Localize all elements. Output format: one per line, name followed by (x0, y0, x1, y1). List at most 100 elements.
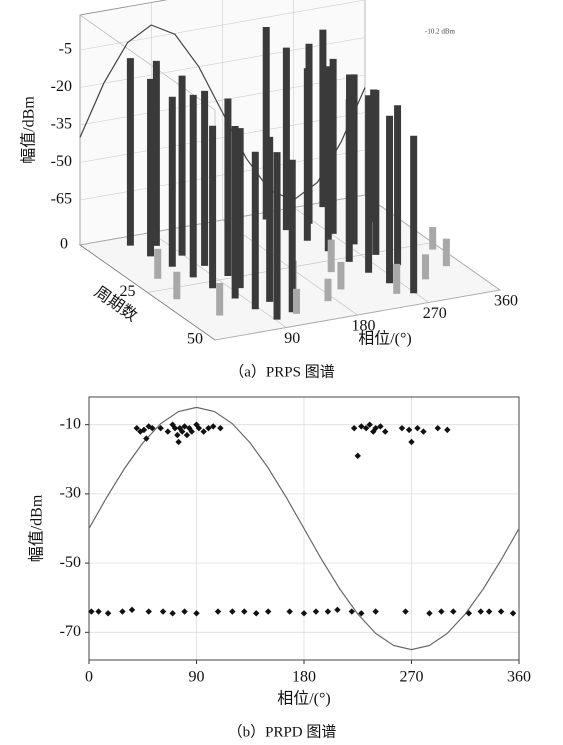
grid-line (214, 289, 501, 341)
y-tick-label: -50 (60, 554, 81, 571)
point (145, 608, 152, 615)
point (214, 608, 222, 615)
point (175, 438, 182, 446)
z-axis-label: 幅值/dBm (20, 96, 38, 164)
point (119, 608, 126, 615)
point (438, 608, 445, 615)
caption: （b）PRPD 图谱 (228, 723, 337, 740)
x-tick-label: 270 (423, 305, 447, 322)
point (193, 610, 200, 617)
point (164, 428, 172, 435)
point (372, 608, 379, 615)
point (171, 424, 179, 432)
point (104, 610, 112, 617)
x-tick-label: 90 (189, 669, 205, 686)
point (497, 608, 505, 615)
point (444, 426, 451, 434)
sine-curve (88, 406, 520, 651)
y-tick-label: -70 (60, 623, 81, 640)
point (95, 608, 102, 615)
point (358, 610, 365, 617)
point (372, 424, 379, 432)
point (193, 421, 200, 428)
point (210, 423, 217, 430)
z-tick-label: -50 (51, 153, 72, 170)
annotation: -10.2 dBm (425, 28, 456, 36)
point (324, 608, 332, 615)
prpd-chart: -10 -30 -50 -70 0 90 180 270 360 相位/(°) 幅值/dBm (28, 396, 531, 708)
caption: （a）PRPS 图谱 (229, 363, 334, 380)
point (181, 608, 188, 615)
y-tick-label: 0 (60, 236, 68, 253)
point (181, 423, 188, 430)
x-tick-label: 180 (292, 669, 316, 686)
z-tick-label: -65 (51, 191, 72, 208)
point (348, 608, 355, 615)
point (300, 610, 308, 617)
point (183, 431, 191, 439)
point (382, 428, 389, 435)
point (350, 424, 358, 432)
point (286, 608, 293, 615)
point (354, 452, 361, 460)
point (253, 610, 260, 617)
point (178, 428, 186, 435)
y-tick-label: 50 (187, 331, 203, 348)
point (377, 423, 384, 430)
y-axis-label: 幅值/dBm (28, 494, 46, 562)
x-tick-label: 90 (284, 330, 300, 347)
point (195, 424, 203, 432)
point (217, 424, 224, 432)
point (509, 610, 517, 617)
y-tick-label: -10 (60, 415, 81, 432)
point (140, 426, 148, 434)
y-tick-label: -30 (60, 485, 81, 502)
point (405, 426, 413, 434)
x-tick-label: 360 (507, 669, 531, 686)
point (398, 424, 406, 432)
point (402, 608, 409, 615)
point (174, 431, 181, 439)
z-tick-label: -35 (51, 116, 72, 133)
point (88, 608, 95, 615)
point (426, 610, 433, 617)
point (157, 424, 164, 432)
point (133, 424, 140, 432)
y-tick-label: 25 (120, 283, 136, 300)
point (149, 424, 156, 432)
point (264, 608, 272, 615)
point (477, 608, 484, 615)
point (434, 424, 441, 432)
point (450, 608, 457, 615)
x-axis-label: 相位/(°) (358, 330, 412, 348)
point (241, 608, 248, 615)
point (312, 608, 320, 615)
point (362, 424, 370, 432)
sine-curve (79, 24, 366, 201)
point (188, 428, 195, 435)
point (169, 421, 176, 428)
point (358, 423, 365, 430)
x-tick-label: 180 (352, 318, 376, 335)
point (143, 435, 150, 442)
x-tick-label: 270 (400, 669, 424, 686)
prps-chart: -5 -20 -35 -50 -65 90 180 270 360 0 25 50 幅值/dBm 相位/(… (20, 0, 518, 348)
point (159, 608, 167, 615)
x-tick-label: 360 (494, 293, 518, 310)
point (205, 424, 212, 432)
point (414, 424, 421, 432)
point (465, 610, 473, 617)
point (169, 610, 176, 617)
point (229, 608, 236, 615)
x-axis-label: 相位/(°) (277, 690, 331, 708)
point (200, 428, 207, 435)
x-tick-label: 0 (85, 669, 93, 686)
z-tick-label: -20 (51, 78, 72, 95)
z-tick-label: -5 (59, 41, 72, 58)
point (420, 428, 427, 435)
point (128, 606, 136, 614)
point (366, 421, 373, 428)
point (408, 438, 415, 446)
point (334, 606, 341, 614)
